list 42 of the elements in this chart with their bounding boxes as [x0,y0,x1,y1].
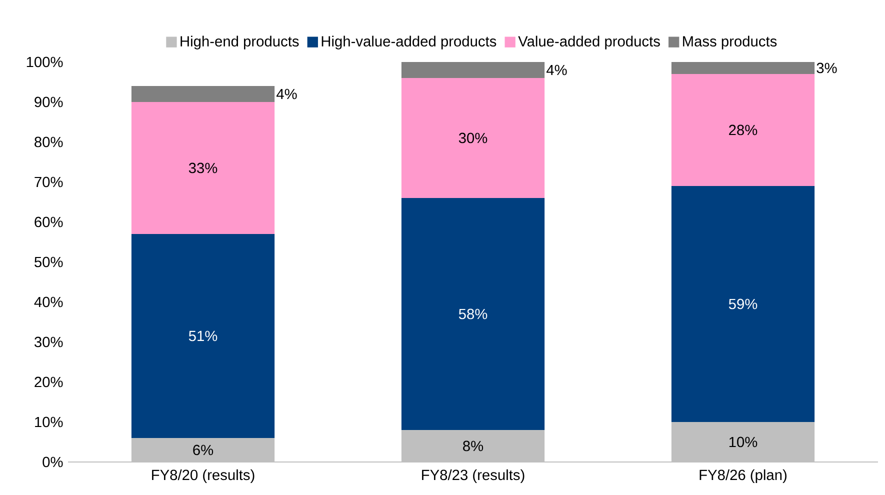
y-tick-label: 0% [42,456,63,468]
data-label: 6% [193,444,214,456]
bar [671,186,815,422]
bar [671,422,815,462]
bar [131,234,275,438]
bar [401,62,545,78]
legend-label: High-value-added products [322,36,496,50]
y-tick-label: 40% [34,296,63,308]
bar [131,102,275,234]
y-tick-label: 30% [34,336,63,348]
data-label: 4% [546,64,567,76]
y-tick-label: 50% [34,256,63,268]
bar [131,86,275,102]
x-tick-label: FY8/23 (results) [422,469,524,484]
data-label: 58% [458,308,488,320]
y-tick-label: 100% [26,56,63,68]
data-label: 4% [276,88,297,100]
legend-label: Value-added products [518,36,660,50]
bar [131,438,275,462]
data-label: 33% [188,162,218,174]
data-label: 59% [728,298,758,310]
y-tick-label: 60% [34,216,63,228]
bar [401,198,545,430]
bar [671,62,815,74]
legend-label: Mass products [683,36,777,50]
y-tick-label: 90% [34,96,63,108]
bar [401,78,545,198]
x-tick-label: FY8/20 (results) [152,469,254,484]
bar [401,430,545,462]
data-label: 51% [188,330,218,342]
bar [671,74,815,186]
y-tick-label: 70% [34,176,63,188]
data-label: 8% [463,440,484,452]
data-label: 28% [729,124,758,136]
data-label: 3% [816,62,837,74]
legend-label: High-end products [180,36,299,50]
data-label: 10% [729,436,758,448]
x-tick-label: FY8/26 (plan) [700,469,786,484]
y-tick-label: 10% [35,416,63,428]
y-tick-label: 20% [34,376,63,388]
data-label: 30% [458,132,488,144]
y-tick-label: 80% [34,136,63,148]
